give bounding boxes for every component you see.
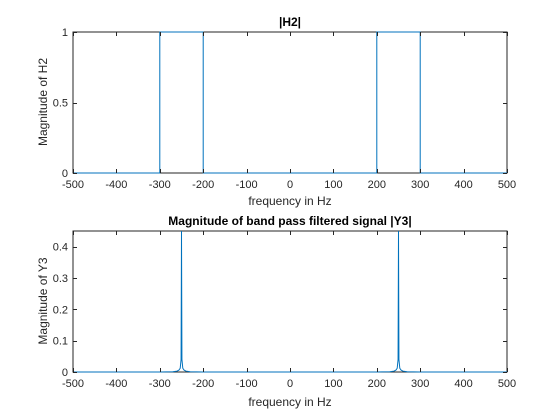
h2-x-tick-label: 500 [498,179,516,191]
y3-x-tick-label: 400 [454,378,472,390]
h2-x-axis-label: frequency in Hz [248,194,331,208]
h2-y-tick-label: 1 [62,27,68,39]
y3-y-tick-label: 0 [62,367,68,379]
h2-ticks: -500 -400 -300 -200 -100 0 100 200 300 400 500 0 0.5… [53,27,516,191]
y3-y-tick-label: 0.3 [53,273,68,285]
y3-title: Magnitude of band pass filtered signal |… [168,214,411,228]
y3-x-tick-label: 100 [324,378,342,390]
subplot-y3: -500 -400 -300 -200 -100 0 100 200 300 400 500 0 0.1… [36,214,516,409]
h2-x-tick-label: -200 [192,179,214,191]
y3-x-tick-label: -100 [236,378,258,390]
y3-x-tick-label: 500 [498,378,516,390]
plot-area-y3 [72,230,508,373]
h2-y-axis-label: Magnitude of H2 [36,58,50,146]
y3-y-tick-label: 0.4 [53,242,68,254]
h2-x-tick-label: 100 [324,179,342,191]
plot-area-h2 [72,31,508,174]
y3-x-tick-label: -300 [149,378,171,390]
h2-x-tick-label: -100 [236,179,258,191]
y3-x-tick-label: -500 [62,378,84,390]
h2-x-tick-label: 300 [411,179,429,191]
h2-title: |H2| [279,15,301,29]
h2-y-tick-label: 0.5 [53,98,68,110]
y3-x-tick-label: -400 [105,378,127,390]
y3-y-tick-label: 0.2 [53,304,68,316]
h2-x-tick-label: -400 [105,179,127,191]
y3-y-axis-label: Magnitude of Y3 [36,257,50,345]
h2-y-tick-label: 0 [62,168,68,180]
y3-y-tick-label: 0.1 [53,336,68,348]
h2-x-tick-label: -500 [62,179,84,191]
y3-x-axis-label: frequency in Hz [248,395,331,409]
h2-x-tick-label: 400 [454,179,472,191]
y3-x-tick-label: 200 [368,378,386,390]
h2-x-tick-label: 200 [368,179,386,191]
y3-x-tick-label: 300 [411,378,429,390]
h2-x-tick-label: -300 [149,179,171,191]
subplot-h2: -500 -400 -300 -200 -100 0 100 200 300 400 500 0 0.5… [36,15,516,208]
y3-ticks: -500 -400 -300 -200 -100 0 100 200 300 400 500 0 0.1… [53,231,516,390]
h2-x-tick-label: 0 [287,179,293,191]
y3-x-tick-label: -200 [192,378,214,390]
y3-x-tick-label: 0 [287,378,293,390]
